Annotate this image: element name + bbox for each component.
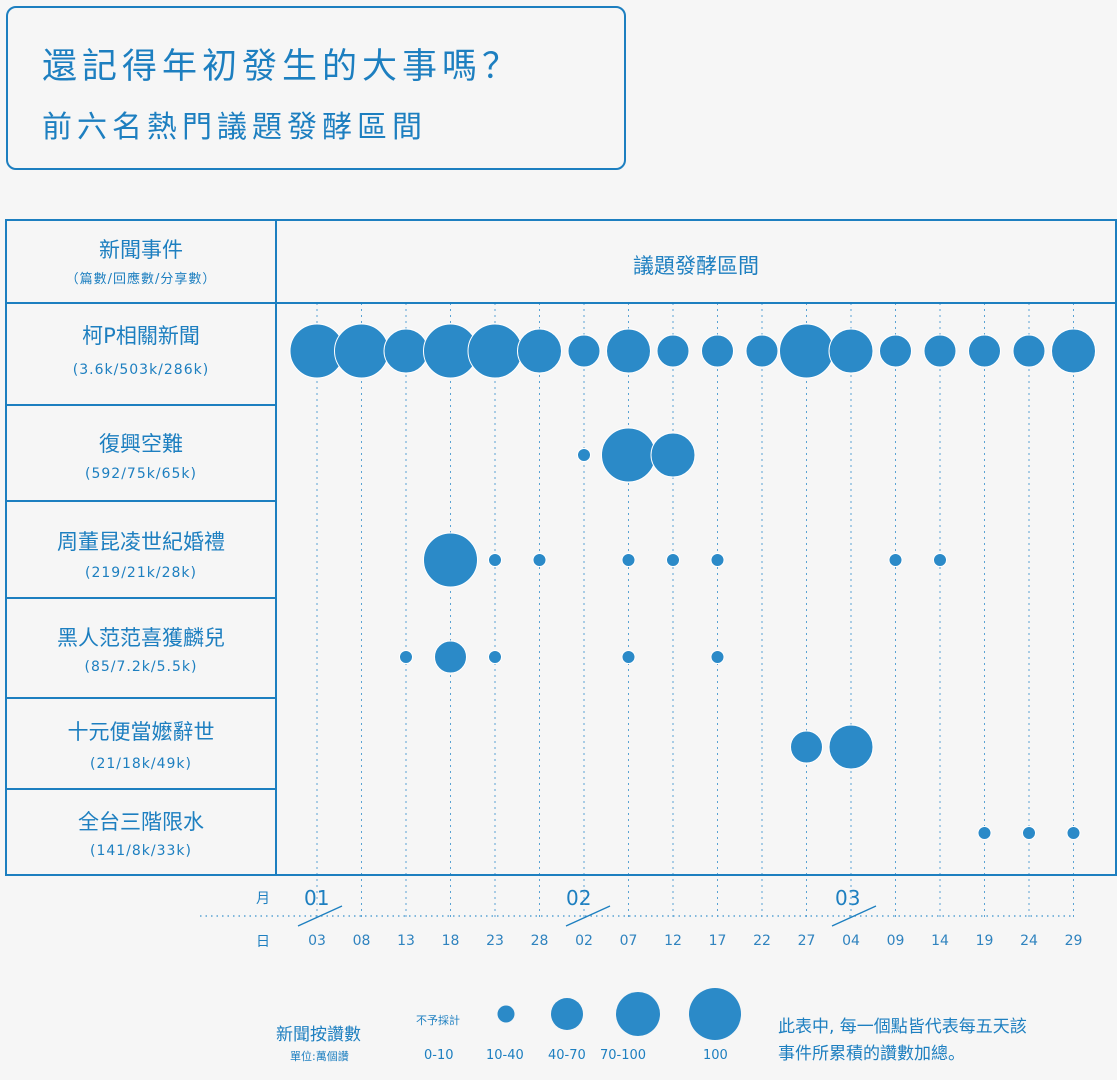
bubble <box>423 323 478 379</box>
day-tick: 13 <box>397 933 415 949</box>
day-tick: 29 <box>1064 933 1083 949</box>
col1-header: 新聞事件 <box>99 238 183 262</box>
legend-unit: 單位:萬個讚 <box>290 1050 349 1063</box>
day-tick: 17 <box>708 933 727 949</box>
day-tick: 09 <box>886 933 905 949</box>
day-tick: 24 <box>1020 933 1038 949</box>
row-title-4: 黑人范范喜獲麟兒 <box>57 626 225 650</box>
bubble <box>567 334 601 368</box>
month-tick-03: 03 <box>835 886 861 910</box>
bubble <box>383 328 429 374</box>
row-stats-4: (85/7.2k/5.5k) <box>84 659 198 675</box>
title-box <box>6 6 626 170</box>
bubble <box>879 334 912 368</box>
col1-subheader: （篇數/回應數/分享數） <box>65 272 217 287</box>
row-title-3: 周董昆凌世紀婚禮 <box>57 530 225 554</box>
bubble <box>790 730 823 764</box>
month-axis-label: 月 <box>256 891 270 907</box>
day-tick: 14 <box>931 933 949 949</box>
bubble <box>968 334 1001 368</box>
bubble <box>888 553 903 567</box>
day-tick: 28 <box>530 933 549 949</box>
row-stats-2: (592/75k/65k) <box>85 466 197 482</box>
bubble <box>532 553 547 567</box>
row-title-6: 全台三階限水 <box>78 810 204 834</box>
bubble <box>577 448 591 462</box>
bubble <box>933 553 947 567</box>
day-tick: 12 <box>664 933 682 949</box>
note-line-2: 事件所累積的讚數加總。 <box>778 1044 965 1064</box>
month-markers <box>200 905 1072 927</box>
row-title-2: 復興空難 <box>99 432 183 456</box>
row-stats-5: (21/18k/49k) <box>89 756 192 772</box>
legend-level-0: 0-10 <box>424 1048 454 1063</box>
bubble <box>517 328 562 374</box>
month-tick-01: 01 <box>304 886 330 910</box>
bubble <box>434 640 467 674</box>
day-tick: 03 <box>308 933 326 949</box>
legend-level-1: 10-40 <box>486 1048 524 1063</box>
day-tick: 04 <box>842 933 860 949</box>
bubble <box>745 334 779 368</box>
day-tick: 07 <box>619 933 638 949</box>
bubble <box>334 323 389 379</box>
row-stats-6: (141/8k/33k) <box>89 843 192 859</box>
bubbles <box>289 323 1096 840</box>
bubble <box>1012 334 1046 368</box>
bubble <box>828 328 874 374</box>
bubble <box>1022 826 1036 840</box>
bubble <box>650 432 696 478</box>
row-title-1: 柯P相關新聞 <box>82 324 200 348</box>
legend-bubbles <box>497 988 741 1040</box>
bubble <box>977 826 992 840</box>
column-gridlines <box>316 303 1074 918</box>
legend-bubble <box>616 992 660 1036</box>
day-tick: 19 <box>975 933 994 949</box>
month-tick-02: 02 <box>566 886 592 910</box>
legend-level-2: 40-70 <box>548 1048 586 1063</box>
bubble <box>621 650 636 664</box>
bubble <box>467 323 523 379</box>
bubble <box>423 532 478 588</box>
col2-header: 議題發酵區間 <box>633 254 759 278</box>
legend-bubble <box>551 998 583 1030</box>
bubble <box>601 427 656 483</box>
day-tick: 08 <box>352 933 371 949</box>
bubble <box>710 553 725 567</box>
legend-bubble <box>689 988 741 1040</box>
note-line-1: 此表中, 每一個點皆代表每五天該 <box>778 1017 1027 1037</box>
bubble <box>923 334 957 368</box>
day-tick: 18 <box>441 933 460 949</box>
bubble <box>606 328 651 374</box>
bubble <box>488 553 502 567</box>
legend-title: 新聞按讚數 <box>276 1025 361 1045</box>
bubble <box>656 334 690 368</box>
bubble <box>701 334 734 368</box>
bubble <box>779 323 834 379</box>
legend-level-3: 70-100 <box>600 1048 647 1063</box>
row-title-5: 十元便當嬤辭世 <box>67 720 215 744</box>
day-axis-label: 日 <box>256 934 270 950</box>
day-tick: 02 <box>575 933 593 949</box>
bubble <box>488 650 502 664</box>
legend-level-4: 100 <box>703 1048 728 1063</box>
bubble <box>399 650 413 664</box>
bubble <box>289 323 345 379</box>
bubble <box>1066 826 1081 840</box>
sub-title: 前六名熱門議題發酵區間 <box>42 110 427 145</box>
day-tick: 27 <box>797 933 816 949</box>
row-stats-1: (3.6k/503k/286k) <box>72 362 210 378</box>
bubble <box>666 553 680 567</box>
legend-bubble <box>497 1005 515 1023</box>
legend-excluded-label: 不予採計 <box>416 1014 460 1027</box>
day-tick: 23 <box>486 933 504 949</box>
bubble <box>1051 328 1096 374</box>
bubble <box>621 553 636 567</box>
main-title: 還記得年初發生的大事嗎？ <box>42 47 523 87</box>
day-tick: 22 <box>753 933 771 949</box>
bubble <box>828 724 874 770</box>
bubble <box>710 650 725 664</box>
row-stats-3: (219/21k/28k) <box>85 565 197 581</box>
